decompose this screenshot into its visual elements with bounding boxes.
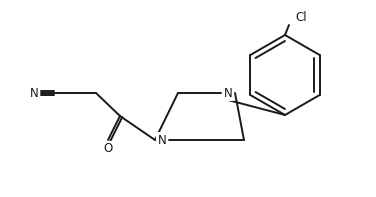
Text: N: N <box>30 86 38 99</box>
Text: O: O <box>103 142 113 155</box>
Text: N: N <box>158 134 166 147</box>
Text: Cl: Cl <box>295 10 306 23</box>
Text: N: N <box>224 86 232 99</box>
